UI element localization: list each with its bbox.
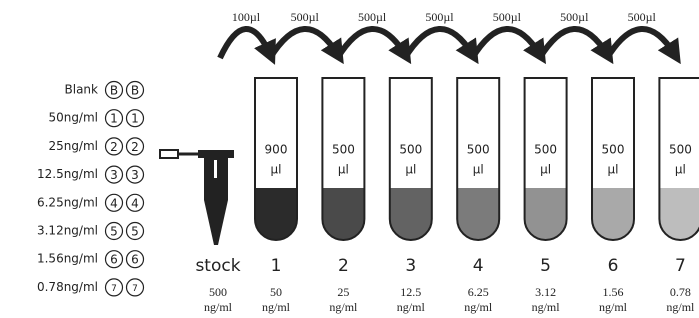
tube-number: 6: [608, 256, 619, 276]
tube-concentration: 6.25: [468, 285, 489, 299]
tube-concentration-unit: ng/ml: [464, 300, 493, 314]
transfer-arrow: [472, 29, 539, 58]
tube-volume-unit: µl: [473, 163, 484, 177]
well-symbol: 3: [110, 168, 118, 182]
well-symbol: 4: [110, 196, 118, 210]
well-symbol: 2: [131, 140, 139, 154]
transfer-volume: 500µl: [493, 10, 522, 24]
transfer-volume: 500µl: [291, 10, 320, 24]
legend-label: 50ng/ml: [48, 111, 98, 125]
tube-volume-unit: µl: [675, 163, 686, 177]
tube-concentration-unit: ng/ml: [599, 300, 628, 314]
tube-concentration-unit: ng/ml: [666, 300, 695, 314]
tube-concentration: 0.78: [670, 285, 691, 299]
stock-tube: [160, 150, 234, 245]
legend-label: 1.56ng/ml: [37, 252, 98, 266]
tube-concentration: 12.5: [400, 285, 421, 299]
transfer-volume: 500µl: [560, 10, 589, 24]
tube-number: 4: [473, 256, 484, 276]
tube-volume: 500: [332, 143, 355, 157]
tube-concentration: 3.12: [535, 285, 556, 299]
stock-concentration-unit: ng/ml: [204, 300, 233, 314]
transfer-arrow: [270, 29, 337, 58]
well-symbol: B: [131, 84, 139, 98]
transfer-volume: 500µl: [628, 10, 657, 24]
tube-volume: 500: [669, 143, 692, 157]
transfer-arrow: [540, 29, 607, 58]
tube-liquid: [592, 188, 634, 240]
tube-concentration: 25: [337, 285, 349, 299]
well-symbol: 3: [131, 168, 139, 182]
well-symbol: 1: [131, 112, 139, 126]
legend-label: 12.5ng/ml: [37, 167, 98, 181]
tube-concentration-unit: ng/ml: [329, 300, 358, 314]
legend-label: 3.12ng/ml: [37, 224, 98, 238]
tube-liquid: [525, 188, 567, 240]
legend-label: Blank: [65, 83, 99, 97]
tube-volume: 500: [467, 143, 490, 157]
dilution-diagram: BlankBB50ng/ml1125ng/ml2212.5ng/ml336.25…: [0, 0, 699, 318]
tube-concentration-unit: ng/ml: [397, 300, 426, 314]
tube-concentration-unit: ng/ml: [262, 300, 291, 314]
legend-label: 25ng/ml: [48, 139, 98, 153]
tube-volume-unit: µl: [540, 163, 551, 177]
tube-liquid: [457, 188, 499, 240]
well-symbol: 5: [110, 225, 118, 239]
transfer-volume: 500µl: [425, 10, 454, 24]
tube-volume: 500: [602, 143, 625, 157]
transfer-volume: 100µl: [232, 10, 261, 24]
tube-number: 1: [271, 256, 282, 276]
tube-concentration-unit: ng/ml: [532, 300, 561, 314]
tube-number: 7: [675, 256, 686, 276]
stock-label: stock: [195, 256, 240, 276]
tube-volume-unit: µl: [405, 163, 416, 177]
tube-volume-unit: µl: [271, 163, 282, 177]
well-symbol: 2: [110, 140, 118, 154]
transfer-arrow: [337, 29, 404, 58]
stock-concentration: 500: [209, 285, 227, 299]
tube-volume-unit: µl: [338, 163, 349, 177]
well-symbol: 7: [132, 284, 138, 294]
tube-volume-unit: µl: [608, 163, 619, 177]
tube-liquid: [390, 188, 432, 240]
transfer-volume: 500µl: [358, 10, 387, 24]
tube-number: 3: [405, 256, 416, 276]
tube-liquid: [255, 188, 297, 240]
tube-volume: 500: [534, 143, 557, 157]
well-symbol: 5: [131, 225, 139, 239]
well-symbol: 6: [110, 253, 118, 267]
tube-volume: 500: [399, 143, 422, 157]
transfer-arrow: [405, 29, 472, 58]
well-symbol: 7: [111, 284, 117, 294]
tube-concentration: 50: [270, 285, 282, 299]
well-symbol: B: [110, 84, 118, 98]
tube-number: 5: [540, 256, 551, 276]
well-symbol: 6: [131, 253, 139, 267]
transfer-arrow: [220, 29, 270, 58]
tube-concentration: 1.56: [603, 285, 624, 299]
transfer-arrow: [607, 29, 674, 58]
tube-volume: 900: [265, 143, 288, 157]
legend-label: 0.78ng/ml: [37, 280, 98, 294]
tube-number: 2: [338, 256, 349, 276]
legend-label: 6.25ng/ml: [37, 195, 98, 209]
tube-liquid: [322, 188, 364, 240]
well-symbol: 4: [131, 196, 139, 210]
well-symbol: 1: [110, 112, 118, 126]
